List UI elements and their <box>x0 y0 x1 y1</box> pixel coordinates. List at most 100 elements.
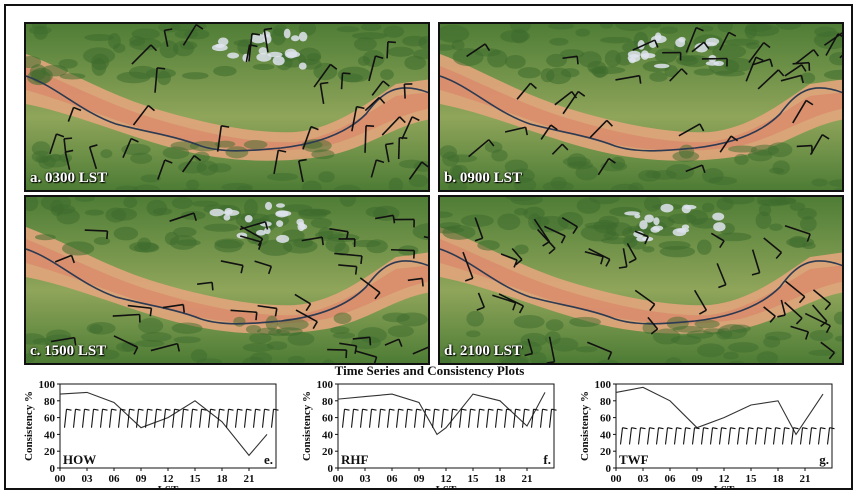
wind-barb <box>811 304 828 322</box>
snow-peak <box>712 212 725 221</box>
wind-barb-flag <box>561 143 569 151</box>
y-tick-label: 100 <box>39 379 56 391</box>
mountain-ridge <box>418 36 428 50</box>
wind-barb-flag <box>298 158 307 162</box>
time-barb-flag <box>129 408 135 411</box>
time-barb-flag <box>210 408 216 411</box>
mountain-ridge <box>560 68 580 78</box>
snow-peak <box>653 217 660 226</box>
wind-barb <box>792 100 807 124</box>
wind-barb-flag <box>550 124 558 131</box>
mountain-ridge <box>440 44 456 51</box>
plot-area <box>615 383 833 469</box>
terrain-map <box>440 197 842 363</box>
time-barb <box>431 409 436 428</box>
y-tick-label: 0 <box>50 463 56 475</box>
time-barb-flag <box>470 408 476 411</box>
time-barb <box>252 409 257 428</box>
mountain-ridge <box>357 56 370 66</box>
mountain-ridge <box>672 150 700 162</box>
wind-barb-flag <box>240 265 244 274</box>
mountain-ridge <box>171 197 193 209</box>
y-tick-label: 40 <box>322 429 334 441</box>
snow-peak <box>298 31 308 42</box>
mountain-ridge <box>769 223 783 231</box>
mountain-ridge <box>116 71 151 84</box>
mountain-ridge <box>505 197 536 201</box>
mountain-ridge <box>734 153 749 165</box>
mountain-ridge <box>717 24 733 33</box>
time-barb <box>539 409 544 428</box>
wind-barb-flag <box>421 278 424 287</box>
map-panel-1500: c. 1500 LST <box>24 195 430 365</box>
wind-barb-flag <box>376 159 385 164</box>
mountain-ridge <box>514 244 529 255</box>
mountain-ridge <box>513 315 545 329</box>
time-barb-flag <box>344 408 350 411</box>
wind-barb-flag <box>650 328 659 335</box>
time-barb <box>530 409 535 428</box>
wind-barb <box>334 252 362 257</box>
time-barb-flag <box>533 408 539 411</box>
mountain-ridge <box>266 172 299 181</box>
time-barb-flag <box>649 427 655 430</box>
wind-barb <box>220 260 244 267</box>
time-barb-flag <box>811 427 817 430</box>
time-barb <box>467 409 472 428</box>
wind-barb <box>812 289 831 305</box>
mountain-ridge <box>597 359 619 363</box>
mountain-ridge <box>811 178 828 187</box>
mountain-ridge <box>360 24 382 32</box>
mountain-ridge <box>747 149 773 162</box>
mountain-ridge <box>813 31 842 50</box>
time-barb-flag <box>524 408 530 411</box>
mountain-ridge <box>648 24 662 28</box>
wind-barb <box>63 138 67 155</box>
x-tick-label: 12 <box>441 473 453 485</box>
mountain-ridge <box>43 334 76 348</box>
time-barb-flag <box>515 408 521 411</box>
time-barb <box>243 409 248 428</box>
wind-barb <box>615 74 640 81</box>
x-axis-label: LST <box>436 484 457 490</box>
mountain-ridge <box>26 353 36 363</box>
y-tick-label: 80 <box>600 396 612 408</box>
wind-barb <box>390 248 415 252</box>
wind-barb <box>355 350 377 358</box>
mountain-ridge <box>152 207 173 216</box>
wind-barb-flag <box>133 346 139 355</box>
plain-core <box>26 66 428 151</box>
time-barb-flag <box>506 408 512 411</box>
wind-barb <box>634 289 656 305</box>
mountain-ridge <box>287 332 315 346</box>
time-barb-flag <box>255 408 261 411</box>
timeseries-title: Time Series and Consistency Plots <box>334 363 525 378</box>
time-barb <box>72 409 77 428</box>
mountain-ridge <box>829 51 842 66</box>
x-tick-label: 21 <box>522 473 533 485</box>
wind-barb <box>589 119 608 139</box>
wind-barb <box>780 299 786 316</box>
wind-barb <box>157 159 166 180</box>
time-barb-flag <box>703 427 709 430</box>
panel-letter: g. <box>819 452 829 467</box>
wind-barb-flag <box>699 123 705 132</box>
wind-barb-flag <box>345 231 349 240</box>
time-barb-flag <box>407 408 413 411</box>
time-barb <box>476 409 481 428</box>
mountain-ridge <box>357 327 387 344</box>
time-barb-flag <box>739 427 745 430</box>
wind-barb-flag <box>798 296 806 304</box>
wind-barb <box>386 41 389 59</box>
mountain-ridge <box>575 28 590 37</box>
time-barb <box>754 427 759 445</box>
mountain-ridge <box>723 58 754 72</box>
time-barb-flag <box>712 427 718 430</box>
time-barb <box>826 427 831 445</box>
mountain-ridge <box>396 312 428 327</box>
wind-barb <box>127 304 152 310</box>
mountain-ridge <box>132 184 161 190</box>
wind-barb-flag <box>310 125 319 131</box>
x-tick-label: 09 <box>414 473 426 485</box>
wind-barb-flag <box>825 325 831 334</box>
